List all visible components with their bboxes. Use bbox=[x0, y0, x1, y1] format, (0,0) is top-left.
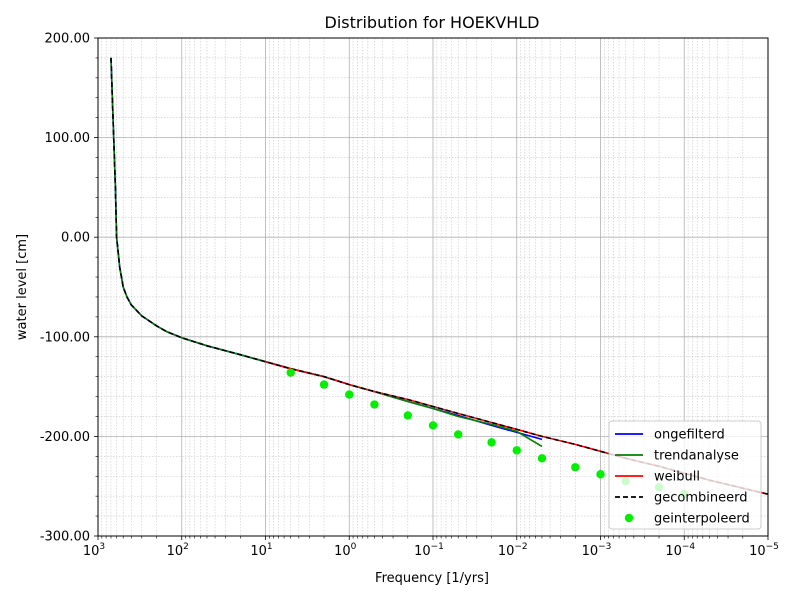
y-tick-label: 100.00 bbox=[45, 131, 91, 146]
data-point-geinterpoleerd bbox=[345, 390, 354, 399]
x-axis-label: Frequency [1/yrs] bbox=[375, 571, 489, 586]
x-tick-label: 10−2 bbox=[498, 542, 528, 559]
data-point-geinterpoleerd bbox=[319, 380, 329, 389]
legend-label-geinterpoleerd: geinterpoleerd bbox=[654, 512, 750, 527]
y-tick-label: -200.00 bbox=[40, 430, 90, 445]
x-tick-label: 10−4 bbox=[665, 542, 695, 559]
legend-label-weibull: weibull bbox=[654, 470, 700, 485]
data-point-geinterpoleerd bbox=[428, 421, 438, 430]
x-tick-label: 100 bbox=[334, 542, 357, 559]
x-tick-label: 10−1 bbox=[414, 542, 444, 559]
legend-label-gecombineerd: gecombineerd bbox=[654, 491, 747, 506]
y-tick-label: -300.00 bbox=[40, 530, 90, 545]
chart-title: Distribution for HOEKVHLD bbox=[325, 13, 540, 32]
data-point-geinterpoleerd bbox=[370, 400, 379, 409]
data-point-geinterpoleerd bbox=[487, 438, 496, 447]
data-point-geinterpoleerd bbox=[596, 470, 605, 479]
x-axis-ticks: 103 102 101 100 10−1 10−2 10−3 10−4 10−5 bbox=[83, 536, 779, 559]
x-tick-label: 102 bbox=[167, 542, 189, 559]
x-tick-label: 101 bbox=[250, 542, 272, 559]
legend-marker-geinterpoleerd bbox=[624, 513, 634, 523]
y-tick-label: -100.00 bbox=[40, 330, 90, 345]
legend-label-trendanalyse: trendanalyse bbox=[654, 449, 739, 464]
x-tick-label: 10−3 bbox=[582, 542, 612, 559]
data-point-geinterpoleerd bbox=[571, 463, 580, 472]
y-axis-ticks: 200.00 100.00 0.00 -100.00 -200.00 -300.00 bbox=[40, 32, 98, 545]
data-point-geinterpoleerd bbox=[286, 368, 295, 377]
y-tick-label: 200.00 bbox=[45, 32, 91, 47]
legend-box bbox=[608, 420, 762, 530]
data-point-geinterpoleerd bbox=[454, 430, 463, 439]
legend-items: ongefilterd trendanalyse weibull gecombinee… bbox=[615, 428, 750, 527]
data-point-geinterpoleerd bbox=[512, 446, 521, 455]
data-point-geinterpoleerd bbox=[403, 411, 412, 420]
x-tick-label: 10−5 bbox=[749, 542, 779, 559]
legend-label-ongefilterd: ongefilterd bbox=[654, 428, 725, 443]
y-tick-label: 0.00 bbox=[61, 231, 90, 246]
y-axis-label: water level [cm] bbox=[15, 234, 30, 340]
data-point-geinterpoleerd bbox=[537, 454, 547, 463]
legend: ongefilterd trendanalyse weibull gecombinee… bbox=[608, 420, 762, 530]
x-tick-label: 103 bbox=[83, 542, 105, 559]
